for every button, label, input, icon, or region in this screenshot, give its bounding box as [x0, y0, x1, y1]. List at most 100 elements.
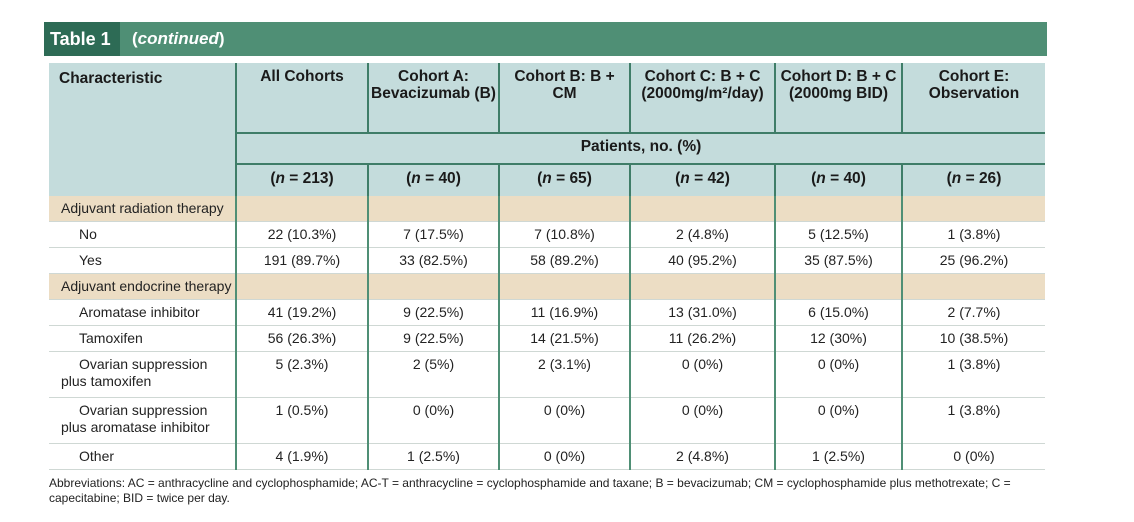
table-label: Table 1: [44, 22, 120, 56]
data-cell: 1 (3.8%): [901, 221, 1045, 248]
n-symbol: n: [816, 170, 826, 187]
characteristic-header: Characteristic: [49, 63, 236, 196]
table-row: Ovarian suppression plus aromatase inhib…: [49, 397, 1045, 444]
n-count-cell: (n = 40): [367, 164, 499, 196]
data-cell: 0 (0%): [774, 351, 902, 398]
n-value: 42: [707, 170, 725, 187]
section-empty-cell: [774, 273, 902, 300]
n-count-cell: (n = 40): [774, 164, 902, 196]
section-title: Adjuvant endocrine therapy: [49, 273, 236, 300]
data-cell: 2 (5%): [367, 351, 499, 398]
data-cell: 0 (0%): [901, 443, 1045, 470]
data-cell: 14 (21.5%): [498, 325, 630, 352]
continued-text: continued: [137, 29, 219, 48]
section-row: Adjuvant endocrine therapy: [49, 273, 1045, 300]
n-value: 40: [843, 170, 861, 187]
n-value: 40: [438, 170, 456, 187]
column-header: All Cohorts: [235, 63, 368, 134]
data-cell: 0 (0%): [629, 397, 775, 444]
data-cell: 35 (87.5%): [774, 247, 902, 274]
column-header: Cohort D: B + C (2000mg BID): [774, 63, 902, 134]
row-label: Other: [49, 443, 236, 470]
data-cell: 11 (16.9%): [498, 299, 630, 326]
n-count-cell: (n = 213): [235, 164, 368, 196]
section-empty-cell: [901, 273, 1045, 300]
section-empty-cell: [498, 273, 630, 300]
row-label: Ovarian suppression plus aromatase inhib…: [49, 397, 236, 444]
n-symbol: n: [680, 170, 690, 187]
table-row: No 22 (10.3%) 7 (17.5%) 7 (10.8%) 2 (4.8%) 5 …: [49, 221, 1045, 248]
table-row: Yes 191 (89.7%) 33 (82.5%) 58 (89.2%) 40 (95…: [49, 247, 1045, 274]
row-label: Ovarian suppression plus tamoxifen: [49, 351, 236, 398]
continued-label: (continued): [132, 22, 225, 56]
section-title: Adjuvant radiation therapy: [49, 196, 236, 222]
data-cell: 1 (3.8%): [901, 351, 1045, 398]
data-cell: 2 (7.7%): [901, 299, 1045, 326]
column-header: Cohort B: B + CM: [498, 63, 630, 134]
n-value: 26: [978, 170, 997, 187]
section-empty-cell: [629, 196, 775, 222]
table-row: Aromatase inhibitor 41 (19.2%) 9 (22.5%) 11…: [49, 299, 1045, 326]
n-value: 65: [569, 170, 587, 187]
section-empty-cell: [629, 273, 775, 300]
paren-close: ): [218, 29, 225, 48]
section-row: Adjuvant radiation therapy: [49, 196, 1045, 222]
section-empty-cell: [235, 273, 368, 300]
data-cell: 7 (17.5%): [367, 221, 499, 248]
table-row: Tamoxifen 56 (26.3%) 9 (22.5%) 14 (21.5%) 11…: [49, 325, 1045, 352]
data-cell: 0 (0%): [498, 443, 630, 470]
column-header: Cohort A: Bevacizumab (B): [367, 63, 499, 134]
section-empty-cell: [367, 273, 499, 300]
data-cell: 1 (3.8%): [901, 397, 1045, 444]
n-symbol: n: [275, 170, 285, 187]
data-cell: 22 (10.3%): [235, 221, 368, 248]
table-banner: Table 1 (continued): [44, 22, 1047, 56]
data-cell: 5 (12.5%): [774, 221, 902, 248]
data-cell: 11 (26.2%): [629, 325, 775, 352]
data-cell: 0 (0%): [774, 397, 902, 444]
data-cell: 56 (26.3%): [235, 325, 368, 352]
row-label: Aromatase inhibitor: [49, 299, 236, 326]
row-label: No: [49, 221, 236, 248]
data-cell: 5 (2.3%): [235, 351, 368, 398]
data-cell: 33 (82.5%): [367, 247, 499, 274]
data-cell: 25 (96.2%): [901, 247, 1045, 274]
data-cell: 2 (4.8%): [629, 443, 775, 470]
table-header: Characteristic All Cohorts Cohort A: Bev…: [49, 63, 1045, 196]
section-empty-cell: [774, 196, 902, 222]
section-empty-cell: [498, 196, 630, 222]
data-cell: 13 (31.0%): [629, 299, 775, 326]
data-cell: 4 (1.9%): [235, 443, 368, 470]
data-cell: 7 (10.8%): [498, 221, 630, 248]
data-cell: 2 (4.8%): [629, 221, 775, 248]
row-label: Tamoxifen: [49, 325, 236, 352]
data-cell: 9 (22.5%): [367, 299, 499, 326]
n-symbol: n: [951, 170, 962, 187]
table-row: Other 4 (1.9%) 1 (2.5%) 0 (0%) 2 (4.8%) 1 (2.…: [49, 443, 1045, 470]
row-label: Yes: [49, 247, 236, 274]
column-header: Cohort E: Observation: [901, 63, 1045, 134]
cohort-table: Characteristic All Cohorts Cohort A: Bev…: [49, 63, 1045, 470]
data-cell: 6 (15.0%): [774, 299, 902, 326]
n-count-cell: (n = 42): [629, 164, 775, 196]
section-empty-cell: [367, 196, 499, 222]
data-cell: 40 (95.2%): [629, 247, 775, 274]
n-symbol: n: [542, 170, 552, 187]
data-cell: 0 (0%): [367, 397, 499, 444]
data-cell: 9 (22.5%): [367, 325, 499, 352]
abbreviations-footnote: Abbreviations: AC = anthracycline and cy…: [49, 476, 1011, 505]
table-row: Ovarian suppression plus tamoxifen 5 (2.3…: [49, 351, 1045, 398]
data-cell: 1 (0.5%): [235, 397, 368, 444]
table-body: Adjuvant radiation therapy No 22 (10.3%) 7 …: [49, 196, 1045, 470]
data-cell: 41 (19.2%): [235, 299, 368, 326]
section-empty-cell: [901, 196, 1045, 222]
patients-subheader: Patients, no. (%): [235, 133, 1045, 165]
n-value: 213: [302, 170, 329, 187]
data-cell: 191 (89.7%): [235, 247, 368, 274]
data-cell: 2 (3.1%): [498, 351, 630, 398]
n-symbol: n: [411, 170, 421, 187]
n-count-cell: (n = 26): [901, 164, 1045, 196]
data-cell: 12 (30%): [774, 325, 902, 352]
section-empty-cell: [235, 196, 368, 222]
n-count-cell: (n = 65): [498, 164, 630, 196]
